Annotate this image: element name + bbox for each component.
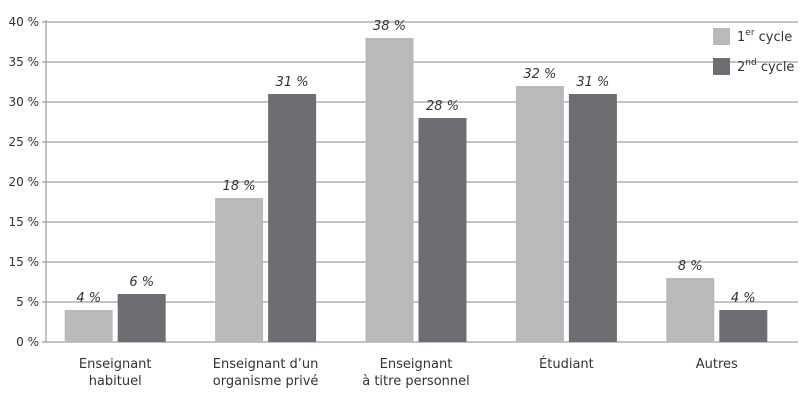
- bar: [64, 310, 113, 342]
- legend-label: 1er cycle: [737, 28, 792, 45]
- y-tick-label: 30 %: [9, 95, 40, 109]
- bar: [666, 278, 715, 342]
- y-tick-label: 20 %: [9, 175, 40, 189]
- legend-swatch: [713, 58, 730, 75]
- category-label: Étudiant: [539, 356, 594, 372]
- data-label: 38 %: [373, 19, 406, 34]
- data-label: 28 %: [426, 99, 459, 114]
- category-label: Enseignant d’un organisme privé: [213, 357, 319, 389]
- x-axis-categories: Enseignant habituel Enseignant d’un organis…: [79, 356, 738, 389]
- category-label: Autres: [696, 357, 738, 372]
- bar: [268, 94, 317, 342]
- legend-swatch: [713, 28, 730, 45]
- legend-label: 2nd cycle: [737, 58, 794, 75]
- bar: [719, 310, 768, 342]
- y-tick-label: 35 %: [9, 55, 40, 69]
- data-label: 31 %: [276, 75, 309, 90]
- bar: [568, 94, 617, 342]
- data-label: 32 %: [523, 67, 556, 82]
- y-tick-label: 40 %: [9, 15, 40, 29]
- data-label: 6 %: [129, 275, 154, 290]
- category-label: Enseignant habituel: [79, 357, 152, 389]
- bars: [64, 38, 768, 342]
- y-tick-label: 15 %: [9, 215, 40, 229]
- category-label: Enseignant à titre personnel: [362, 357, 470, 389]
- y-axis-ticks: 0 % 5 % 15 % 15 % 20 % 25 % 30 % 35 % 40 %: [9, 15, 40, 349]
- data-label: 4 %: [76, 291, 101, 306]
- y-tick-label: 15 %: [9, 255, 40, 269]
- y-tick-label: 0 %: [16, 335, 39, 349]
- bar: [117, 294, 166, 342]
- data-label: 4 %: [731, 291, 756, 306]
- bar: [215, 198, 264, 342]
- bar: [365, 38, 414, 342]
- y-tick-label: 5 %: [16, 295, 39, 309]
- bar: [515, 86, 564, 342]
- data-label: 18 %: [223, 179, 256, 194]
- bar: [418, 118, 467, 342]
- data-label: 31 %: [576, 75, 609, 90]
- legend: 1er cycle 2nd cycle: [713, 28, 794, 75]
- data-label: 8 %: [678, 259, 703, 274]
- y-tick-label: 25 %: [9, 135, 40, 149]
- data-labels: 4 % 6 % 18 % 31 % 38 % 28 % 32 % 31 % 8 % 4 %: [76, 19, 755, 306]
